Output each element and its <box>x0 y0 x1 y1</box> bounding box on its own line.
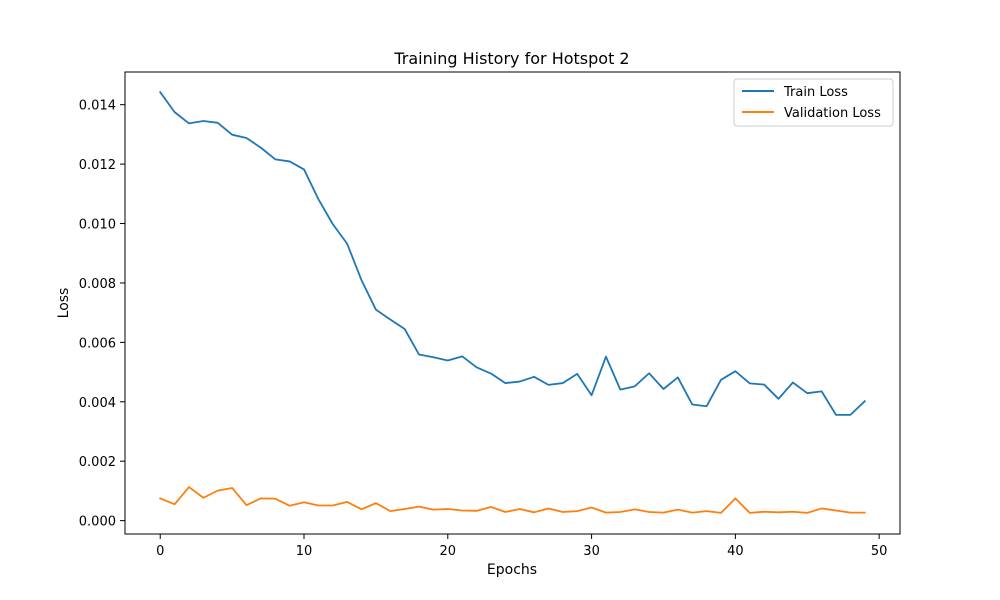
y-tick-label: 0.006 <box>79 336 116 351</box>
y-tick-label: 0.008 <box>79 277 116 292</box>
x-tick-label: 40 <box>727 544 744 559</box>
y-tick-label: 0.004 <box>79 396 116 411</box>
series-line-validation-loss <box>159 486 866 514</box>
y-tick-label: 0.014 <box>79 99 116 114</box>
legend: Train Loss Validation Loss <box>733 78 894 127</box>
y-axis-ticks: 0.000 0.002 0.004 0.006 0.008 0.010 0.012 0.014 <box>79 99 125 530</box>
x-tick-label: 10 <box>296 544 313 559</box>
x-tick-label: 30 <box>583 544 600 559</box>
series-layer <box>158 90 867 514</box>
y-tick-label: 0.012 <box>79 158 116 173</box>
x-tick-label: 0 <box>156 544 164 559</box>
axes-frame <box>124 71 901 535</box>
x-axis-label: Epochs <box>487 562 537 578</box>
chart-title: Training History for Hotspot 2 <box>393 49 629 68</box>
x-tick-label: 20 <box>440 544 457 559</box>
y-tick-label: 0.002 <box>79 455 116 470</box>
y-axis-label: Loss <box>56 288 72 319</box>
x-axis-ticks: 0 10 20 30 40 50 <box>156 534 887 559</box>
legend-label-train-loss: Train Loss <box>783 85 848 100</box>
y-tick-label: 0.000 <box>79 515 116 530</box>
series-line-train-loss <box>158 90 867 416</box>
x-tick-label: 50 <box>871 544 888 559</box>
y-tick-label: 0.010 <box>79 218 116 233</box>
legend-label-validation-loss: Validation Loss <box>784 106 881 121</box>
